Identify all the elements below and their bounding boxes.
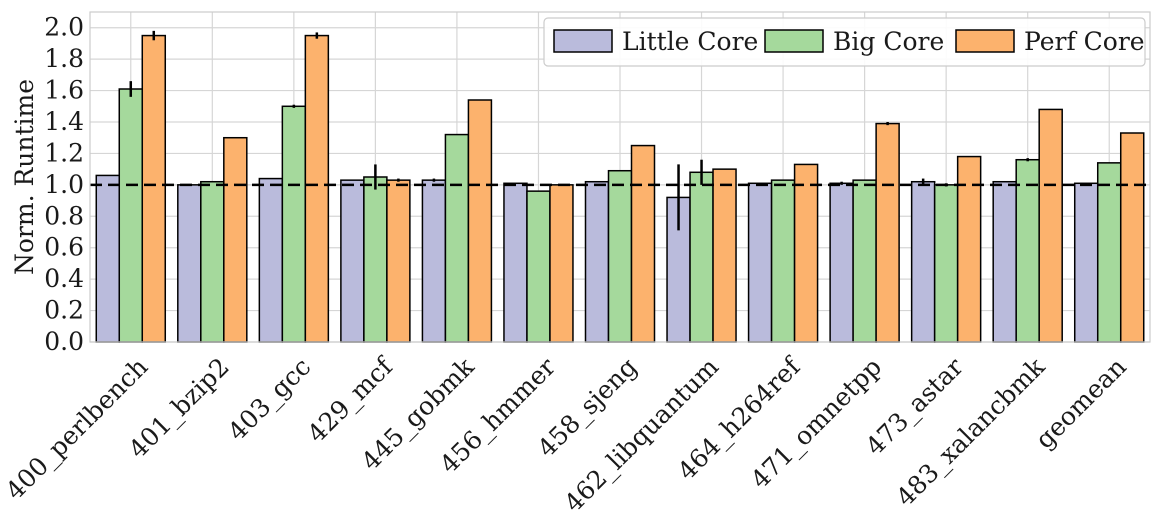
bar-perf-core: [304, 34, 330, 343]
y-tick-label: 2.0: [44, 13, 84, 42]
legend: Little Core Big Core Perf Core: [543, 17, 1146, 67]
bar-big-core: [852, 179, 877, 343]
bar-perf-core: [793, 163, 819, 343]
bar-perf-core: [223, 136, 248, 343]
bar-little-core: [584, 180, 610, 343]
y-tick-label: 1.8: [44, 44, 84, 73]
bar-little-core: [503, 182, 528, 343]
bar-little-core: [1073, 182, 1099, 343]
x-axis-ticks: 400_perlbench401_bzip2403_gcc429_mcf445_…: [0, 351, 1132, 516]
bar-little-core: [747, 182, 773, 343]
bar-perf-core: [1119, 132, 1145, 343]
bar-perf-core: [712, 168, 737, 343]
x-tick-label: 483_xalancbmk: [890, 352, 1050, 511]
x-tick-label: 403_gcc: [222, 352, 316, 446]
bar-little-core: [95, 174, 121, 343]
bar-big-core: [526, 190, 551, 343]
y-axis-ticks: 0.00.2 0.40.6 0.81.0 1.21.41.6 1.82.0: [44, 13, 84, 356]
y-tick-label: 1.4: [44, 107, 84, 136]
bar-perf-core: [386, 179, 411, 343]
y-tick-label: 0.2: [44, 296, 84, 325]
legend-label: Perf Core: [1024, 27, 1145, 56]
bar-little-core: [177, 184, 202, 343]
bar-perf-core: [630, 144, 656, 343]
bar-big-core: [200, 180, 225, 343]
bar-big-core: [1096, 162, 1122, 343]
bar-perf-core: [467, 99, 493, 343]
bar-little-core: [829, 182, 854, 343]
legend-swatch: [764, 29, 824, 53]
bar-big-core: [607, 169, 633, 343]
legend-swatch: [553, 29, 613, 53]
y-axis-label: Norm. Runtime: [10, 79, 39, 275]
bar-big-core: [118, 88, 144, 343]
bar-perf-core: [141, 34, 167, 343]
bar-perf-core: [549, 184, 574, 343]
bar-little-core: [340, 179, 365, 343]
bar-big-core: [689, 171, 714, 343]
y-tick-label: 0.6: [44, 233, 84, 262]
y-tick-label: 0.8: [44, 201, 84, 230]
bar-big-core: [770, 179, 796, 343]
y-tick-label: 1.6: [44, 76, 84, 105]
y-tick-label: 0.0: [44, 327, 84, 356]
legend-label: Little Core: [622, 27, 758, 56]
bar-perf-core: [1038, 108, 1063, 343]
bar-big-core: [281, 105, 307, 343]
bar-little-core: [421, 179, 447, 343]
plot-frame: [89, 11, 1151, 343]
y-tick-label: 0.4: [44, 264, 84, 293]
x-tick-label: 400_perlbench: [0, 352, 153, 505]
bar-big-core: [444, 133, 470, 343]
bar-big-core: [1015, 158, 1040, 343]
bar-big-core: [363, 176, 388, 343]
legend-label: Big Core: [833, 27, 944, 56]
bar-little-core: [258, 177, 284, 343]
bar-little-core: [910, 180, 936, 343]
y-tick-label: 1.2: [44, 138, 84, 167]
bar-big-core: [933, 184, 959, 343]
bar-little-core: [992, 180, 1017, 343]
bar-perf-core: [875, 122, 900, 343]
legend-swatch: [955, 29, 1015, 53]
y-tick-label: 1.0: [44, 170, 84, 199]
